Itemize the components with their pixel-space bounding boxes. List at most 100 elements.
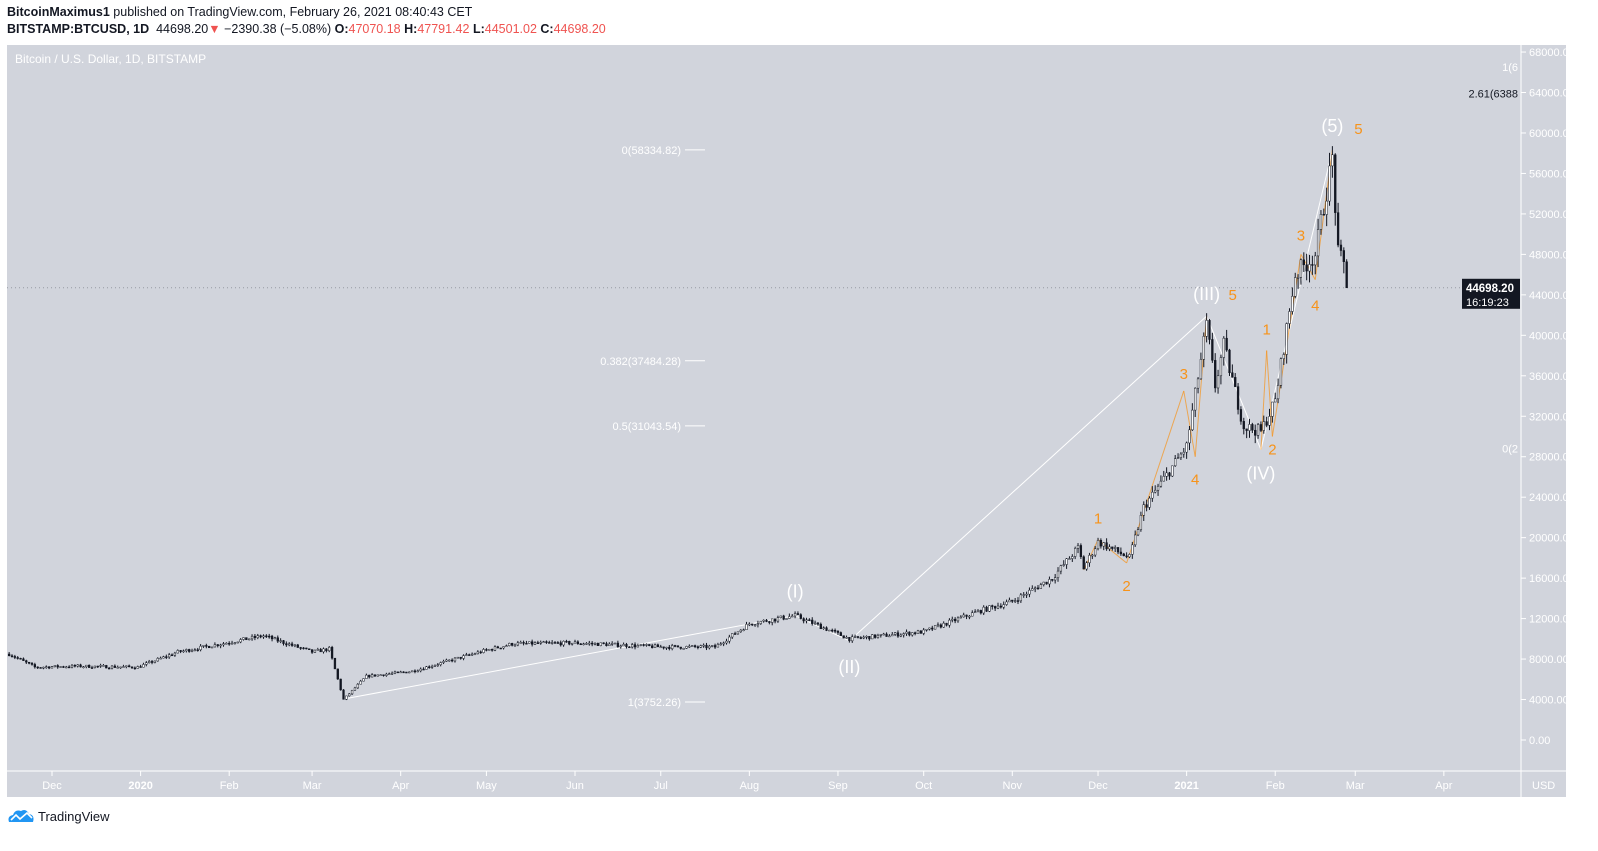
candle-body — [379, 674, 382, 676]
candle-body — [711, 645, 714, 647]
candle-body — [605, 643, 608, 646]
candle-body — [985, 606, 988, 612]
candle-body — [742, 629, 745, 631]
candle-body — [1342, 250, 1345, 262]
candle-body — [1296, 277, 1300, 279]
candle-body — [651, 645, 654, 648]
candle-body — [50, 666, 54, 669]
candle-body — [819, 623, 822, 630]
candle-body — [47, 666, 51, 669]
price-tick-label: 56000.00 — [1529, 168, 1575, 180]
candle-body — [1185, 442, 1188, 453]
candle-body — [482, 649, 485, 653]
candle-body — [333, 657, 337, 670]
candle-body — [1231, 372, 1234, 378]
candle-body — [516, 642, 520, 646]
candle-body — [1214, 360, 1217, 389]
candle-body — [162, 656, 165, 659]
candle-body — [1251, 424, 1254, 431]
candle-body — [56, 665, 59, 668]
candle-body — [296, 644, 299, 648]
candle-body — [588, 642, 591, 645]
candle-body — [868, 636, 871, 640]
candle-body — [722, 642, 725, 645]
candle-body — [1145, 504, 1148, 508]
candle-body — [496, 646, 499, 649]
time-tick-label: Mar — [1346, 780, 1365, 792]
candle-body — [27, 661, 31, 664]
candle-body — [636, 645, 640, 648]
tradingview-logo[interactable]: TradingView — [7, 808, 110, 824]
candle-body — [385, 673, 388, 676]
minor-wave-label: 4 — [1191, 472, 1199, 489]
candle-body — [833, 630, 837, 632]
candle-body — [691, 645, 694, 647]
time-tick-label: Apr — [392, 780, 409, 792]
time-tick-label: Feb — [1266, 780, 1285, 792]
candle-body — [30, 663, 34, 665]
candle-body — [370, 674, 374, 678]
minor-wave-line — [1266, 350, 1273, 437]
candle-body — [88, 664, 91, 668]
candle-body — [339, 678, 342, 691]
candle-body — [1042, 581, 1045, 585]
candle-body — [1314, 255, 1317, 266]
candle-body — [745, 623, 748, 630]
candle-body — [1074, 548, 1077, 557]
candle-body — [648, 644, 651, 647]
candle-body — [470, 653, 474, 656]
chart-background — [7, 45, 1566, 797]
candle-body — [42, 666, 45, 669]
candle-body — [505, 645, 508, 647]
high-value: 47791.42 — [417, 22, 470, 36]
candle-body — [613, 642, 617, 645]
candle-body — [10, 655, 14, 657]
candle-body — [1011, 599, 1014, 602]
candle-body — [250, 635, 254, 640]
candle-body — [708, 645, 711, 649]
candle-body — [785, 618, 788, 620]
last-price-value: 44698.20 — [1466, 283, 1514, 295]
candle-body — [436, 664, 439, 666]
candle-body — [551, 642, 554, 644]
candle-body — [585, 643, 588, 645]
candle-body — [1271, 401, 1274, 417]
candle-body — [359, 680, 362, 685]
candle-body — [136, 666, 139, 669]
candle-body — [631, 644, 634, 648]
candle-body — [853, 636, 857, 638]
candle-body — [902, 633, 905, 636]
candle-body — [1051, 579, 1054, 581]
candle-body — [416, 670, 419, 673]
candle-body — [1242, 421, 1245, 430]
author[interactable]: BitcoinMaximus1 — [7, 5, 110, 19]
candle-body — [699, 645, 702, 648]
candle-body — [128, 665, 131, 668]
candle-body — [16, 657, 19, 659]
candle-body — [459, 656, 462, 659]
candle-body — [1294, 277, 1297, 297]
candle-body — [122, 666, 125, 668]
candle-body — [948, 619, 951, 626]
candle-body — [390, 672, 394, 675]
candle-body — [396, 671, 399, 674]
candle-body — [748, 623, 751, 626]
candle-body — [310, 649, 314, 653]
candle-body — [153, 660, 157, 663]
candle-body — [382, 674, 385, 676]
candle-body — [765, 619, 768, 622]
candle-body — [1208, 320, 1211, 340]
candle-body — [828, 629, 831, 632]
candle-body — [999, 605, 1003, 608]
candle-body — [325, 648, 328, 652]
time-tick-label: Feb — [220, 780, 239, 792]
candle-body — [1116, 547, 1120, 553]
candle-body — [579, 643, 582, 646]
candle-body — [1091, 554, 1094, 557]
candle-body — [922, 629, 925, 634]
candle-body — [502, 646, 505, 649]
candle-body — [22, 658, 25, 661]
candle-body — [573, 641, 577, 644]
candle-body — [896, 632, 900, 637]
